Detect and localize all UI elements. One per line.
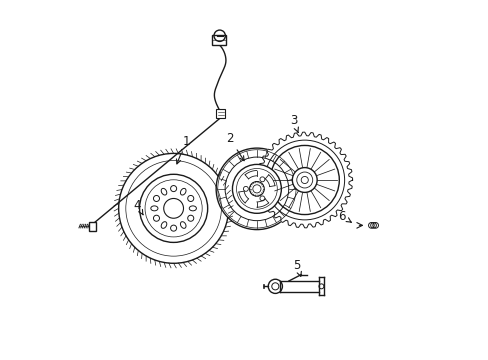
Text: 4: 4 bbox=[133, 199, 143, 215]
Text: 6: 6 bbox=[338, 210, 350, 223]
Text: 2: 2 bbox=[225, 132, 244, 161]
Circle shape bbox=[292, 168, 317, 192]
Ellipse shape bbox=[180, 222, 185, 228]
Polygon shape bbox=[256, 132, 352, 228]
Text: 1: 1 bbox=[176, 135, 189, 164]
Ellipse shape bbox=[189, 206, 196, 211]
Ellipse shape bbox=[150, 206, 158, 211]
Circle shape bbox=[216, 148, 297, 230]
Text: 3: 3 bbox=[289, 114, 298, 132]
Circle shape bbox=[249, 181, 264, 196]
Ellipse shape bbox=[161, 222, 166, 228]
Circle shape bbox=[232, 165, 281, 213]
Bar bbox=[211, 35, 225, 45]
Circle shape bbox=[139, 174, 207, 242]
Bar bbox=[88, 222, 96, 231]
Bar bbox=[216, 109, 224, 118]
Circle shape bbox=[119, 153, 228, 263]
Text: 5: 5 bbox=[293, 259, 301, 276]
Ellipse shape bbox=[161, 188, 166, 195]
Ellipse shape bbox=[180, 188, 185, 195]
